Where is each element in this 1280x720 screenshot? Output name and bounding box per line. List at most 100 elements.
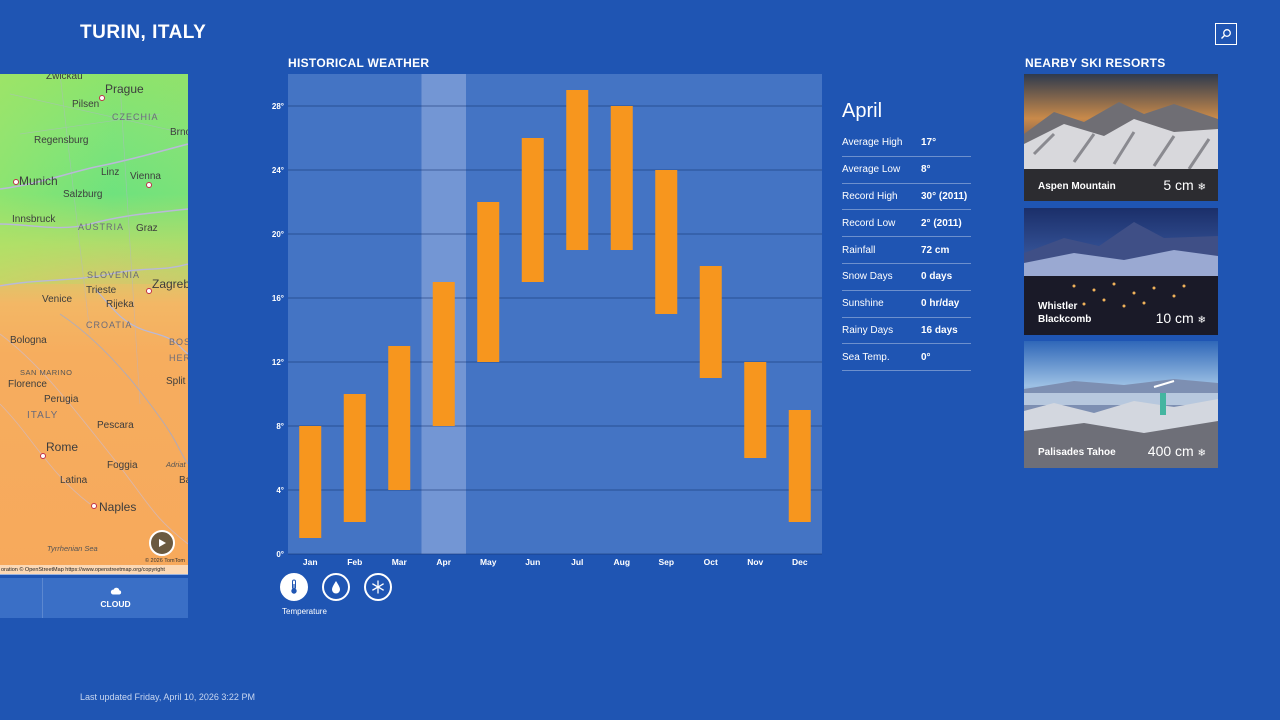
map-city-dot	[91, 503, 97, 509]
temperature-range-bar[interactable]	[788, 410, 811, 522]
resort-snow-value: 400 cm	[1147, 443, 1194, 459]
map-label-latina: Latina	[60, 475, 88, 486]
detail-value: 17°	[921, 137, 937, 149]
x-tick-label[interactable]: Nov	[747, 557, 763, 567]
y-tick-label: 16°	[272, 294, 284, 303]
detail-row: Record Low 2° (2011)	[842, 210, 971, 238]
map-label-brno: Brno	[170, 127, 188, 138]
detail-value: 16 days	[921, 324, 958, 336]
x-tick-label[interactable]: Aug	[613, 557, 630, 567]
x-tick-label[interactable]: Oct	[704, 557, 718, 567]
map-tomtom-credit: © 2026 TomTom	[144, 558, 185, 564]
resort-card-whistler[interactable]: Whistler Blackcomb 10 cm ❄	[1024, 208, 1218, 335]
map-label-bosnia: BOSNIA	[169, 337, 188, 347]
detail-key: Rainy Days	[842, 324, 894, 336]
x-tick-label[interactable]: Sep	[658, 557, 674, 567]
map-label-tyrrhenian: Tyrrhenian Sea	[47, 544, 98, 553]
temperature-mode-button[interactable]	[280, 573, 308, 601]
temperature-range-bar[interactable]	[343, 394, 366, 522]
x-tick-label[interactable]: Apr	[436, 557, 451, 567]
detail-value: 0°	[921, 351, 931, 363]
resort-photo	[1024, 74, 1218, 201]
temperature-range-bar[interactable]	[655, 170, 678, 314]
last-updated: Last updated Friday, April 10, 2026 3:22…	[80, 692, 255, 702]
map-city-dot	[13, 179, 19, 185]
x-tick-label[interactable]: Feb	[347, 557, 362, 567]
x-tick-label[interactable]: Jan	[303, 557, 318, 567]
resort-name: Aspen Mountain	[1038, 181, 1116, 192]
y-tick-label: 0°	[276, 550, 284, 559]
map-attribution[interactable]: oration © OpenStreetMap https://www.open…	[0, 565, 188, 575]
map-city-dot	[99, 95, 105, 101]
x-tick-label[interactable]: Jun	[525, 557, 540, 567]
map-label-regensburg: Regensburg	[34, 135, 89, 146]
map-label-zwickau: Zwickau	[46, 74, 83, 82]
map-label-pescara: Pescara	[97, 420, 134, 431]
snow-mode-button[interactable]	[364, 573, 392, 601]
temperature-range-bar[interactable]	[388, 346, 411, 490]
map-label-ba: Ba	[179, 475, 188, 486]
map-city-dot	[146, 288, 152, 294]
map-label-trieste: Trieste	[86, 285, 117, 296]
weather-map[interactable]: Zwickau Prague Pilsen CZECHIA Brno Regen…	[0, 74, 188, 574]
chart-plot-area	[288, 74, 822, 554]
detail-value: 72 cm	[921, 244, 950, 256]
snowflake-icon: ❄	[1197, 182, 1206, 193]
x-tick-label[interactable]: Mar	[392, 557, 408, 567]
resort-snow: 5 cm ❄	[1163, 177, 1206, 193]
map-tab-cloud[interactable]: CLOUD	[43, 578, 188, 618]
map-label-pilsen: Pilsen	[72, 99, 100, 110]
x-tick-label[interactable]: Dec	[792, 557, 808, 567]
temperature-range-bar[interactable]	[521, 138, 544, 282]
resort-card-palisades[interactable]: Palisades Tahoe 400 cm ❄	[1024, 341, 1218, 468]
map-city-dot	[40, 453, 46, 459]
temperature-range-bar[interactable]	[432, 282, 455, 426]
map-tab-previous[interactable]	[0, 578, 43, 618]
temperature-range-bar[interactable]	[566, 90, 589, 250]
detail-row: Sea Temp. 0°	[842, 344, 971, 372]
detail-key: Average High	[842, 137, 903, 149]
map-label-innsbruck: Innsbruck	[12, 214, 56, 225]
temperature-range-bar[interactable]	[299, 426, 322, 538]
map-label-venice: Venice	[42, 294, 73, 305]
resort-card-aspen[interactable]: Aspen Mountain 5 cm ❄	[1024, 74, 1218, 201]
active-mode-label: Temperature	[282, 607, 327, 616]
detail-row: Record High 30° (2011)	[842, 184, 971, 211]
detail-key: Sunshine	[842, 298, 884, 310]
search-button[interactable]	[1215, 23, 1237, 45]
resort-photo	[1024, 208, 1218, 335]
detail-key: Sea Temp.	[842, 351, 890, 363]
map-label-croatia: CROATIA	[86, 320, 133, 330]
temperature-range-bar[interactable]	[699, 266, 722, 378]
map-overlay	[0, 74, 188, 284]
map-label-czechia: CZECHIA	[112, 112, 159, 122]
x-tick-label[interactable]: Jul	[571, 557, 583, 567]
detail-value: 2° (2011)	[921, 217, 962, 229]
snowflake-icon: ❄	[1197, 448, 1206, 459]
search-icon	[1221, 29, 1231, 39]
map-borders	[0, 74, 188, 545]
x-tick-label[interactable]: May	[480, 557, 497, 567]
raindrop-icon	[332, 581, 340, 594]
temperature-range-bar[interactable]	[744, 362, 767, 458]
detail-key: Snow Days	[842, 271, 893, 283]
map-tab-cloud-label: CLOUD	[100, 599, 131, 609]
selected-month: April	[842, 100, 883, 122]
detail-key: Record Low	[842, 217, 896, 229]
y-tick-label: 20°	[272, 230, 284, 239]
map-label-perugia: Perugia	[44, 394, 79, 405]
temperature-range-bar[interactable]	[477, 202, 500, 362]
city-title: TURIN, ITALY	[80, 22, 207, 43]
chart-mode-icons	[280, 573, 392, 601]
detail-value: 30° (2011)	[921, 190, 968, 202]
resort-name: Whistler Blackcomb	[1038, 301, 1092, 325]
cloud-icon	[110, 587, 121, 595]
temperature-range-bar[interactable]	[610, 106, 633, 250]
rainfall-mode-button[interactable]	[322, 573, 350, 601]
historical-weather-title: HISTORICAL WEATHER	[288, 56, 430, 70]
detail-value: 8°	[921, 164, 931, 176]
month-details: Average High 17° Average Low 8° Record Hig…	[842, 130, 971, 372]
map-play-button[interactable]	[149, 530, 175, 556]
detail-row: Sunshine 0 hr/day	[842, 291, 971, 318]
resort-name: Palisades Tahoe	[1038, 447, 1116, 458]
